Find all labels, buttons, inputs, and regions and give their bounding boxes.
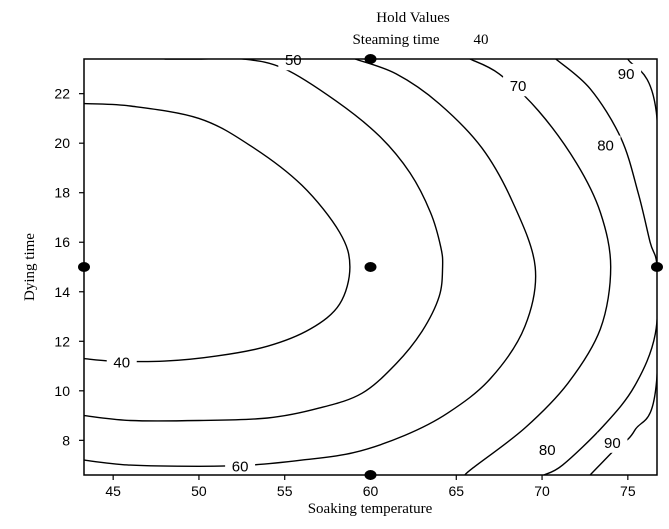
y-tick-label: 16 xyxy=(54,234,70,250)
contour-labels: 40 50 60 70 80 80 90 90 xyxy=(106,50,642,477)
hold-values-label: Steaming time xyxy=(352,32,439,48)
x-axis-title: Soaking temperature xyxy=(308,501,433,517)
y-tick-label: 8 xyxy=(62,432,70,448)
x-tick-label: 70 xyxy=(534,483,550,499)
y-axis-title: Dying time xyxy=(22,233,38,301)
x-tick-label: 55 xyxy=(277,483,293,499)
y-tick-label: 22 xyxy=(54,86,70,102)
y-tick-label: 12 xyxy=(54,333,70,349)
contour-label-background xyxy=(106,352,137,373)
contour-label-background xyxy=(225,456,256,477)
contour-line-90 xyxy=(589,59,657,475)
contour-label-background xyxy=(503,76,534,97)
x-tick-label: 45 xyxy=(105,483,121,499)
contour-line-70 xyxy=(464,59,612,475)
contour-label-50: 50 xyxy=(285,52,302,69)
contour-line-60 xyxy=(84,59,537,468)
x-tick-label: 75 xyxy=(620,483,636,499)
contour-label-90: 90 xyxy=(618,66,635,83)
design-point xyxy=(364,262,377,272)
contour-label-background xyxy=(611,63,642,84)
contour-label-90: 90 xyxy=(604,435,621,452)
contour-label-background xyxy=(532,440,563,461)
contour-line-50 xyxy=(84,59,444,422)
contour-label-background xyxy=(278,50,309,71)
contour-line-40 xyxy=(84,102,351,363)
contour-label-background xyxy=(597,432,628,453)
y-tick-label: 14 xyxy=(54,284,70,300)
y-tick-label: 18 xyxy=(54,185,70,201)
y-tick-label: 20 xyxy=(54,135,70,151)
contour-label-background xyxy=(590,135,621,156)
hold-values-value: 40 xyxy=(474,32,489,48)
y-axis-ticks: 8 10 12 14 16 18 20 22 xyxy=(54,86,84,448)
x-tick-label: 50 xyxy=(191,483,207,499)
x-tick-label: 60 xyxy=(363,483,379,499)
x-axis-ticks: 45 50 55 60 65 70 75 xyxy=(105,475,636,499)
contour-label-80: 80 xyxy=(539,442,556,459)
y-tick-label: 10 xyxy=(54,383,70,399)
contour-label-80: 80 xyxy=(597,138,614,155)
contour-line-80 xyxy=(543,59,657,475)
contour-label-60: 60 xyxy=(232,458,249,475)
hold-values-title: Hold Values xyxy=(376,10,450,26)
contour-label-70: 70 xyxy=(510,78,527,95)
design-points xyxy=(78,54,663,480)
x-tick-label: 65 xyxy=(448,483,464,499)
contour-label-40: 40 xyxy=(113,354,130,371)
